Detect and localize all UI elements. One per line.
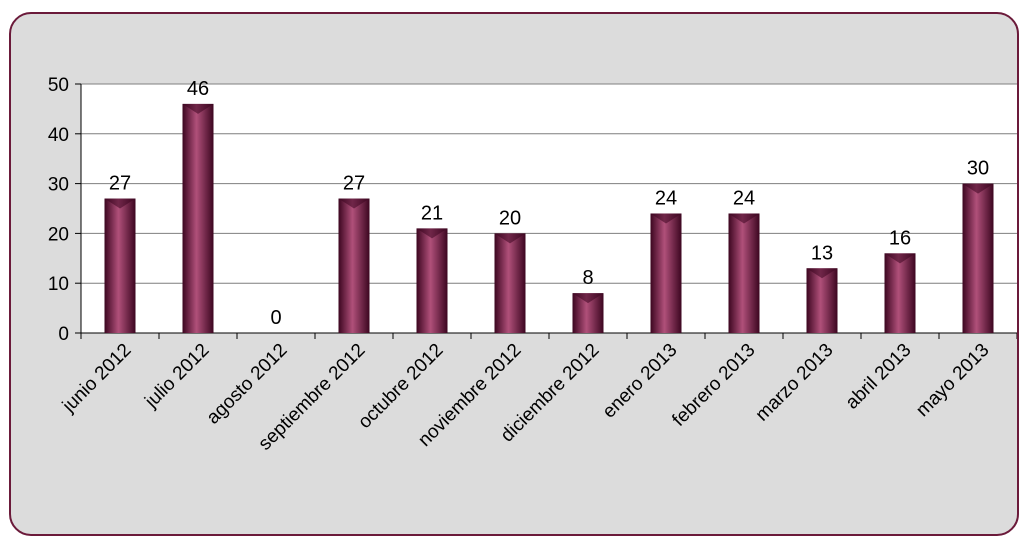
bar — [338, 198, 370, 333]
x-tick-label: abril 2013 — [842, 340, 916, 414]
x-tick-label: mayo 2013 — [912, 340, 993, 421]
x-tick-label: marzo 2013 — [752, 340, 838, 426]
y-tick-label: 0 — [58, 324, 69, 345]
bar-bevel — [338, 198, 370, 209]
y-tick-label: 50 — [48, 75, 69, 96]
y-tick-label: 10 — [48, 274, 69, 295]
y-axis-tick-labels: 0 10 20 30 40 50 — [48, 75, 69, 345]
bar-bevel — [572, 293, 604, 304]
bar-bevel — [104, 198, 136, 209]
bar-bevel — [494, 233, 526, 244]
data-label: 0 — [270, 307, 281, 329]
y-tick-label: 30 — [48, 175, 69, 196]
data-label: 46 — [187, 78, 209, 100]
bar-bevel — [806, 268, 838, 279]
bar-bevel — [728, 213, 760, 224]
bar-bevel — [650, 213, 682, 224]
x-tick-label: junio 2012 — [58, 340, 136, 418]
bar-bevel — [962, 183, 994, 194]
data-label: 8 — [582, 267, 593, 289]
bars — [104, 103, 994, 333]
data-label: 20 — [499, 207, 521, 229]
bar — [494, 233, 526, 333]
bar-bevel — [182, 103, 214, 114]
bar-bevel — [416, 228, 448, 239]
axes — [80, 84, 1017, 339]
x-tick-label: enero 2013 — [599, 340, 682, 423]
plot-area — [81, 84, 1017, 333]
data-label: 21 — [421, 202, 443, 224]
bar — [962, 183, 994, 333]
x-tick-label: febrero 2013 — [668, 340, 759, 431]
data-label: 30 — [967, 158, 989, 180]
bar — [416, 228, 448, 333]
data-label: 13 — [811, 242, 833, 264]
bar — [104, 198, 136, 333]
bar — [806, 268, 838, 333]
chart-frame: 27 46 0 27 21 20 8 24 24 13 16 30 0 10 20 30 40 50 junio… — [9, 12, 1019, 536]
y-tick-label: 20 — [48, 224, 69, 245]
bar — [728, 213, 760, 333]
bar — [650, 213, 682, 333]
bar — [182, 103, 214, 333]
bar — [884, 253, 916, 333]
data-label: 27 — [109, 173, 131, 195]
x-tick-label: julio 2012 — [140, 340, 213, 413]
data-label: 24 — [733, 187, 755, 209]
data-label: 27 — [343, 173, 365, 195]
data-labels: 27 46 0 27 21 20 8 24 24 13 16 30 — [109, 78, 989, 329]
bar-bevel — [884, 253, 916, 264]
data-label: 16 — [889, 227, 911, 249]
data-label: 24 — [655, 187, 677, 209]
gridlines — [75, 83, 1017, 334]
bar-chart: 27 46 0 27 21 20 8 24 24 13 16 30 0 10 20 30 40 50 junio… — [48, 75, 1017, 455]
y-tick-label: 40 — [48, 125, 69, 146]
